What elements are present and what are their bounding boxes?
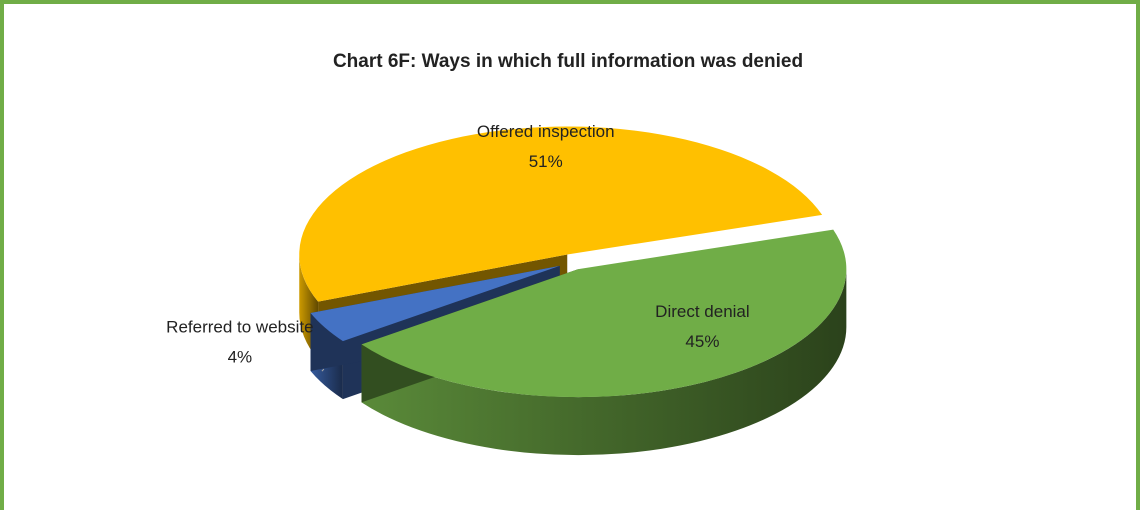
slice-value-label: 51% <box>529 152 563 171</box>
slice-label: Offered inspection <box>477 122 615 141</box>
leader-line <box>321 368 325 372</box>
slice-side <box>361 269 847 456</box>
chart-title: Chart 6F: Ways in which full information… <box>333 51 803 72</box>
slice <box>361 229 847 398</box>
slice-value-label: 4% <box>228 348 253 367</box>
slice <box>310 265 560 342</box>
slice-label: Direct denial <box>655 302 750 321</box>
slice-label: Referred to website <box>166 318 313 337</box>
slice-value-label: 45% <box>685 332 719 351</box>
slice <box>299 126 823 302</box>
